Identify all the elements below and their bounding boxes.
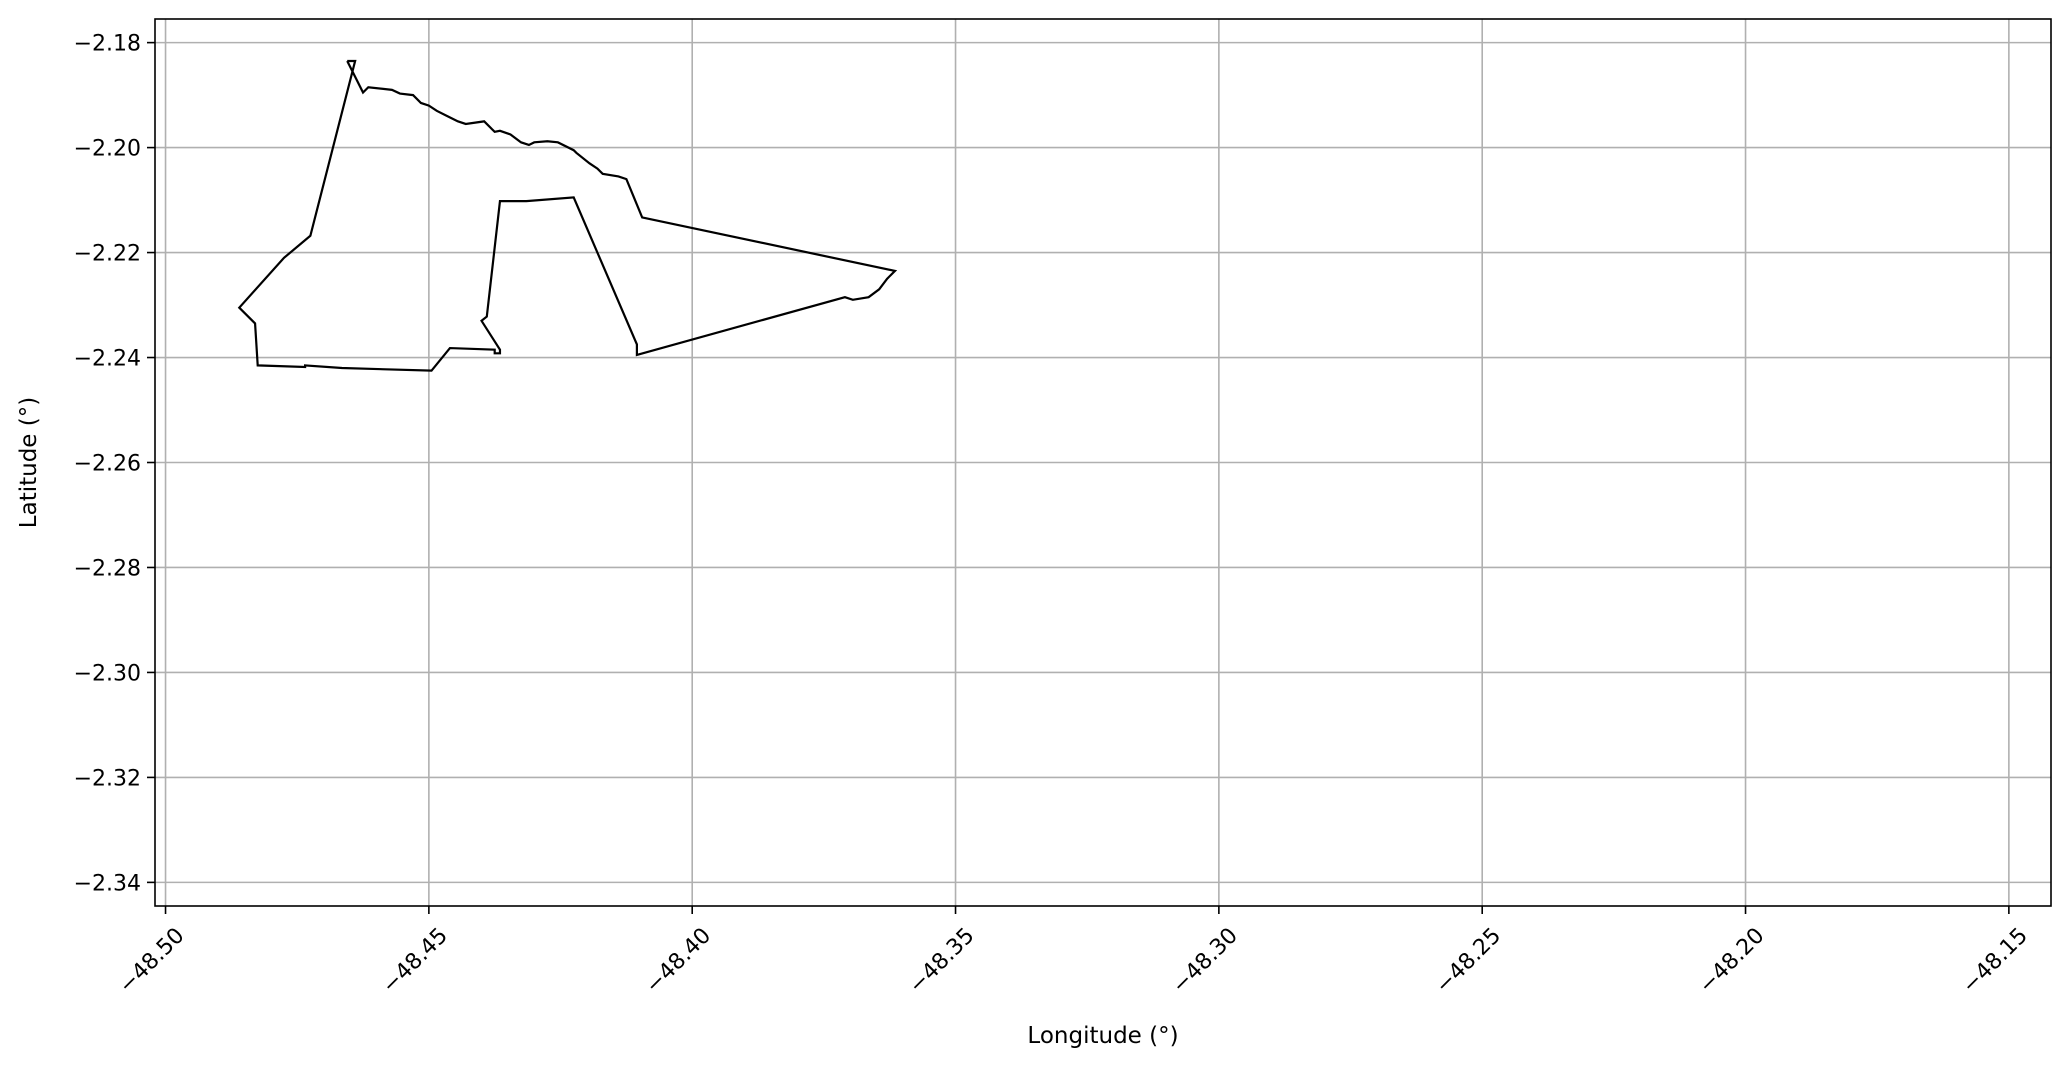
y-tick-label: −2.34	[74, 871, 141, 896]
y-tick-label: −2.30	[74, 661, 141, 686]
y-tick-label: −2.32	[74, 766, 141, 791]
y-tick-label: −2.26	[74, 452, 141, 477]
y-tick-label: −2.20	[74, 137, 141, 162]
y-tick-label: −2.24	[74, 347, 141, 372]
y-tick-label: −2.22	[74, 242, 141, 267]
y-axis-label: Latitude (°)	[16, 397, 42, 528]
y-tick-label: −2.28	[74, 556, 141, 581]
y-tick-label: −2.18	[74, 32, 141, 57]
x-axis-label: Longitude (°)	[1027, 1023, 1178, 1049]
